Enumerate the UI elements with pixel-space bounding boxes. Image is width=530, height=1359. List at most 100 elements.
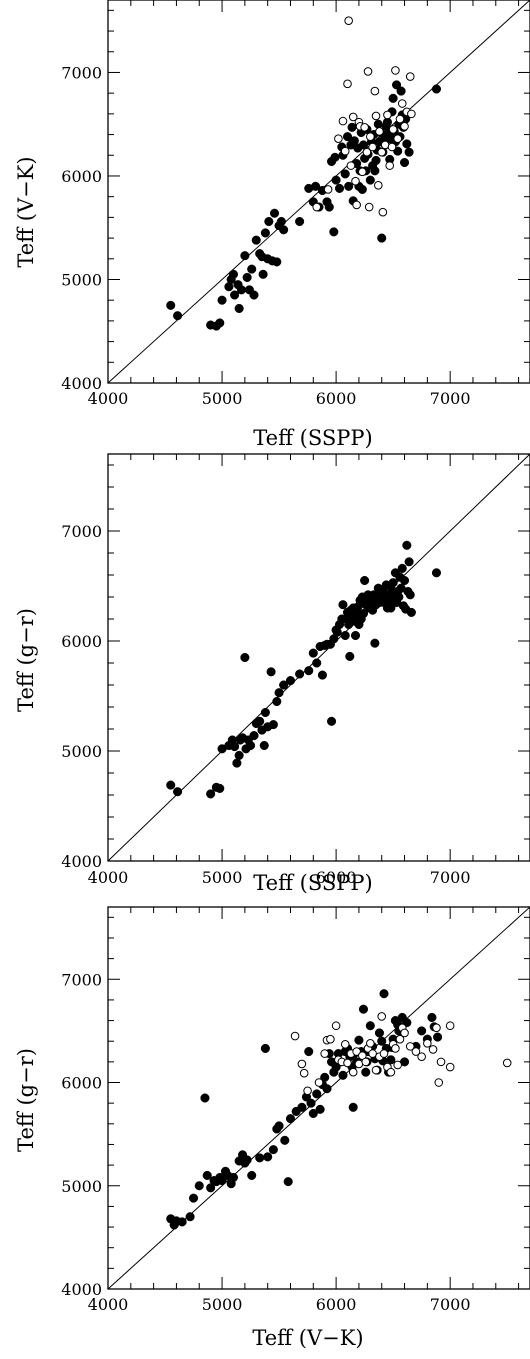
filled-data-point	[361, 1067, 371, 1077]
filled-data-point	[266, 667, 276, 677]
filled-data-point	[370, 638, 380, 648]
filled-data-point	[405, 590, 415, 600]
filled-data-point	[344, 181, 354, 191]
open-data-point	[360, 123, 369, 132]
filled-data-point	[417, 1026, 427, 1036]
open-data-point	[323, 185, 333, 194]
open-data-point	[312, 202, 322, 212]
open-data-point	[374, 180, 383, 190]
filled-data-point	[332, 627, 342, 637]
filled-data-point	[358, 140, 369, 150]
filled-data-point	[308, 1108, 318, 1119]
filled-data-point	[194, 1181, 204, 1191]
filled-data-point	[173, 787, 183, 797]
filled-data-point	[177, 1217, 187, 1227]
open-data-point	[303, 1086, 312, 1096]
filled-data-point	[394, 592, 404, 602]
filled-data-point	[232, 758, 242, 768]
filled-data-point	[272, 696, 282, 707]
y-tick-label: 4000	[61, 1280, 102, 1299]
filled-data-point	[358, 1004, 369, 1014]
filled-data-point	[329, 227, 339, 237]
open-data-point	[348, 112, 358, 122]
open-data-point	[290, 1031, 300, 1041]
filled-data-point	[259, 740, 269, 751]
filled-data-point	[268, 1145, 278, 1155]
filled-data-point	[230, 290, 240, 300]
filled-data-point	[166, 300, 176, 310]
filled-data-point	[338, 600, 348, 610]
filled-data-point	[396, 86, 406, 96]
y-tick-label: 6000	[61, 632, 102, 651]
x-axis-label: Teff (V−K)	[252, 1326, 363, 1350]
open-data-point	[400, 121, 409, 131]
filled-data-point	[388, 93, 398, 103]
x-tick-label: 4000	[88, 868, 129, 887]
y-tick-label: 5000	[61, 1177, 102, 1196]
filled-data-point	[406, 607, 416, 617]
filled-data-point	[274, 1121, 284, 1131]
scatter-panel-teff-vk-vs-sspp: Teff (SSPP) Teff (V−K) 4000 5000 6000 7000 4…	[14, 0, 530, 450]
one-to-one-line	[107, 453, 530, 862]
open-data-point	[428, 1045, 438, 1054]
filled-data-point	[427, 1012, 437, 1023]
plot-frame	[107, 906, 530, 1290]
filled-data-point	[272, 257, 282, 267]
filled-data-point	[268, 720, 278, 730]
open-data-point	[362, 147, 372, 157]
filled-data-point	[433, 1032, 443, 1042]
open-data-point	[405, 72, 415, 81]
filled-data-point	[322, 1084, 332, 1094]
open-data-point	[379, 1049, 389, 1058]
filled-data-point	[370, 166, 380, 176]
filled-data-point	[260, 228, 270, 238]
filled-data-point	[263, 1152, 273, 1162]
filled-data-point	[251, 235, 261, 245]
open-data-point	[368, 1049, 377, 1058]
one-to-one-line	[107, 906, 530, 1290]
open-data-point	[346, 161, 356, 170]
filled-data-point	[308, 648, 318, 658]
open-data-point	[502, 1058, 512, 1068]
y-tick-label: 7000	[61, 63, 102, 82]
filled-data-point	[431, 568, 442, 578]
filled-data-point	[404, 147, 414, 157]
filled-data-point	[230, 742, 240, 752]
filled-data-point	[311, 181, 321, 191]
x-axis-label: Teff (SSPP)	[253, 871, 372, 895]
plot-frame	[107, 453, 530, 862]
open-data-point	[343, 79, 352, 89]
filled-data-point	[399, 575, 410, 586]
filled-data-point	[402, 540, 412, 550]
filled-data-point	[377, 1036, 387, 1046]
scatter-panel-teff-gr-vs-sspp: Teff (SSPP) Teff (g−r) 4000 5000 6000 7000 4…	[14, 453, 530, 895]
filled-data-point	[276, 216, 286, 227]
open-data-point	[352, 200, 361, 210]
y-tick-label: 4000	[61, 374, 102, 393]
open-data-point	[351, 176, 360, 186]
open-data-point	[423, 1038, 432, 1048]
filled-data-point	[377, 233, 387, 243]
filled-data-point	[234, 750, 244, 760]
open-data-point	[366, 132, 375, 141]
open-data-point	[385, 161, 395, 170]
filled-data-point	[279, 225, 289, 235]
filled-data-point	[255, 716, 265, 726]
scatter-panel-teff-gr-vs-vk: Teff (V−K) Teff (g−r) 4000 5000 6000 7000 40…	[14, 906, 530, 1350]
filled-data-point	[247, 264, 257, 274]
x-tick-label: 6000	[316, 389, 357, 408]
open-data-point	[348, 1067, 358, 1077]
open-data-point	[314, 1078, 324, 1087]
open-data-point	[393, 134, 402, 144]
filled-data-point	[331, 175, 341, 185]
x-tick-label: 6000	[316, 868, 357, 887]
filled-data-point	[340, 169, 350, 179]
open-data-point	[445, 1021, 455, 1031]
filled-data-point	[350, 630, 361, 641]
open-data-point	[364, 202, 374, 212]
filled-data-point	[358, 608, 369, 619]
filled-data-point	[295, 669, 305, 679]
open-data-point	[393, 1060, 402, 1070]
filled-data-point	[334, 183, 345, 193]
filled-data-point	[365, 175, 375, 185]
